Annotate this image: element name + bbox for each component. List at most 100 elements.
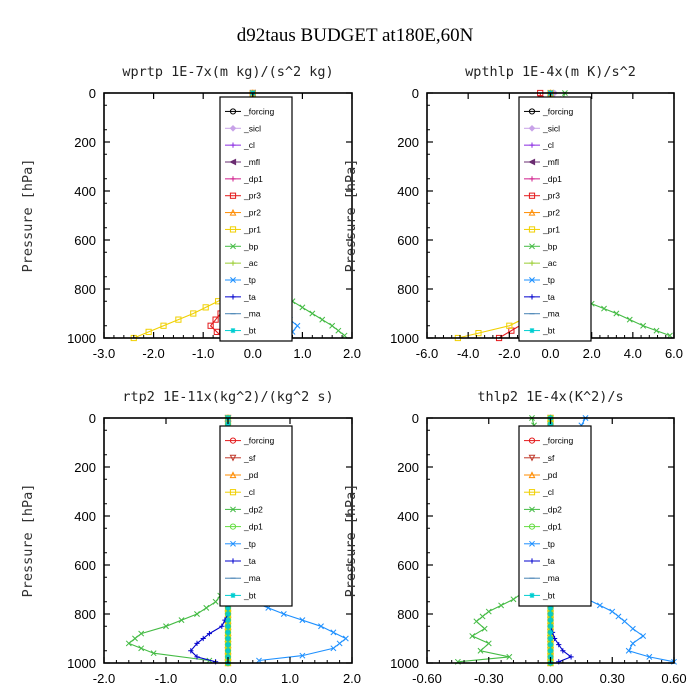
series-marker xyxy=(629,625,636,632)
series-marker xyxy=(609,608,616,615)
y-tick-label: 200 xyxy=(397,460,419,475)
legend: _forcing _sicl _cl _mfl _dp1 _pr3 _pr2 _pr1 _bp _… xyxy=(219,96,293,342)
legend-label: _pr2 xyxy=(243,208,261,218)
series-marker xyxy=(498,602,505,609)
series-marker xyxy=(225,617,231,623)
panel-4: thlp2 1E-4x(K^2)/s Pressure [hPa] -0.60 -0.… xyxy=(343,389,687,686)
legend-marker xyxy=(229,226,237,233)
x-tick-label: 4.0 xyxy=(624,346,642,361)
series-marker xyxy=(547,648,554,654)
legend-label: _sicl xyxy=(542,123,560,133)
x-tick-label: -0.30 xyxy=(474,671,504,686)
series-marker xyxy=(625,647,632,654)
series-marker xyxy=(225,629,231,635)
y-tick-label: 1000 xyxy=(390,331,419,346)
legend-label: _forcing xyxy=(542,106,574,116)
series-marker xyxy=(299,304,306,311)
series-marker xyxy=(309,310,316,317)
legend-item-ac: _ac xyxy=(225,258,258,268)
legend-label: _dp2 xyxy=(243,504,263,514)
legend-box xyxy=(518,96,592,342)
y-axis-label: Pressure [hPa] xyxy=(20,159,36,273)
legend-label: _ma xyxy=(243,573,261,583)
legend-label: _ta xyxy=(243,556,256,566)
x-tick-label: 2.0 xyxy=(343,671,361,686)
panel-title: rtp2 1E-11x(kg^2)/(kg^2 s) xyxy=(122,389,333,405)
series-marker xyxy=(601,305,607,312)
series-marker xyxy=(640,322,647,329)
legend-label: _ma xyxy=(243,309,261,319)
y-tick-label: 0 xyxy=(89,411,96,426)
series-marker xyxy=(342,635,349,642)
legend-label: _pd xyxy=(243,470,258,480)
legend-label: _ac xyxy=(243,258,258,268)
series-marker xyxy=(225,611,231,617)
legend-label: _pd xyxy=(542,470,557,480)
legend-item-ta: _ta xyxy=(225,292,256,302)
x-tick-label: -6.0 xyxy=(416,346,438,361)
legend-label: _forcing xyxy=(243,436,275,446)
series-marker xyxy=(547,617,554,623)
legend-label: _cl xyxy=(243,140,255,150)
legend: _forcing _sf _pd _cl _dp2 _dp1 _tp _ta _ma _bt xyxy=(518,425,592,607)
series-marker xyxy=(336,640,343,647)
panel-3: rtp2 1E-11x(kg^2)/(kg^2 s) Pressure [hPa]… xyxy=(20,389,361,686)
y-axis-label: Pressure [hPa] xyxy=(20,484,36,598)
legend-marker xyxy=(230,243,236,250)
legend-label: _ta xyxy=(542,292,555,302)
y-tick-label: 0 xyxy=(412,86,419,101)
legend-item-bt: _bt xyxy=(225,326,256,336)
legend-label: _tp xyxy=(542,539,555,549)
series-marker xyxy=(225,642,231,648)
series-marker xyxy=(485,608,492,615)
legend-label: _pr1 xyxy=(542,224,560,234)
y-tick-label: 600 xyxy=(74,558,96,573)
series-marker xyxy=(547,642,554,648)
legend-label: _pr3 xyxy=(542,191,560,201)
series-marker xyxy=(294,322,301,329)
x-tick-label: -2.0 xyxy=(498,346,520,361)
y-tick-label: 800 xyxy=(397,607,419,622)
legend-item-mfl: _mfl xyxy=(225,157,260,167)
x-tick-label: -1.0 xyxy=(155,671,177,686)
legend: _forcing _sf _pd _cl _dp2 _dp1 _tp _ta _ma _bt xyxy=(219,425,293,607)
y-tick-label: 600 xyxy=(397,233,419,248)
legend-label: _cl xyxy=(243,487,255,497)
series-marker xyxy=(615,613,622,620)
series-marker xyxy=(329,322,336,329)
legend-label: _bt xyxy=(243,590,256,600)
x-tick-label: 0.0 xyxy=(244,346,262,361)
panel-title: wpthlp 1E-4x(m K)/s^2 xyxy=(465,64,636,80)
legend-marker xyxy=(229,108,237,115)
figure-title: d92taus BUDGET at180E,60N xyxy=(237,25,474,46)
x-tick-label: 0.30 xyxy=(600,671,625,686)
legend-label: _ac xyxy=(542,258,557,268)
legend-label: _dp1 xyxy=(542,522,562,532)
legend-item-dp1: _dp1 xyxy=(225,174,263,184)
legend-marker xyxy=(230,176,236,182)
legend-label: _bt xyxy=(243,326,256,336)
legend-label: _bt xyxy=(542,590,555,600)
y-tick-label: 600 xyxy=(74,233,96,248)
series-marker xyxy=(547,623,554,629)
legend-item-pr1: _pr1 xyxy=(225,224,261,234)
series-marker xyxy=(479,613,486,620)
y-tick-label: 1000 xyxy=(67,331,96,346)
series-marker xyxy=(653,327,660,334)
x-tick-label: -2.0 xyxy=(93,671,115,686)
legend-item-sicl: _sicl xyxy=(225,123,261,133)
series-marker xyxy=(330,629,337,636)
legend-label: _sicl xyxy=(243,123,261,133)
series-marker xyxy=(547,635,554,642)
series-marker xyxy=(547,611,554,617)
legend-label: _tp xyxy=(243,539,256,549)
series-marker xyxy=(225,648,231,654)
y-tick-label: 0 xyxy=(89,86,96,101)
y-tick-label: 400 xyxy=(397,509,419,524)
series-marker xyxy=(138,645,145,652)
legend-marker xyxy=(229,124,237,132)
series-marker xyxy=(178,617,185,624)
x-tick-label: -2.0 xyxy=(142,346,164,361)
legend-label: _cl xyxy=(542,140,554,150)
series-marker xyxy=(175,316,182,323)
